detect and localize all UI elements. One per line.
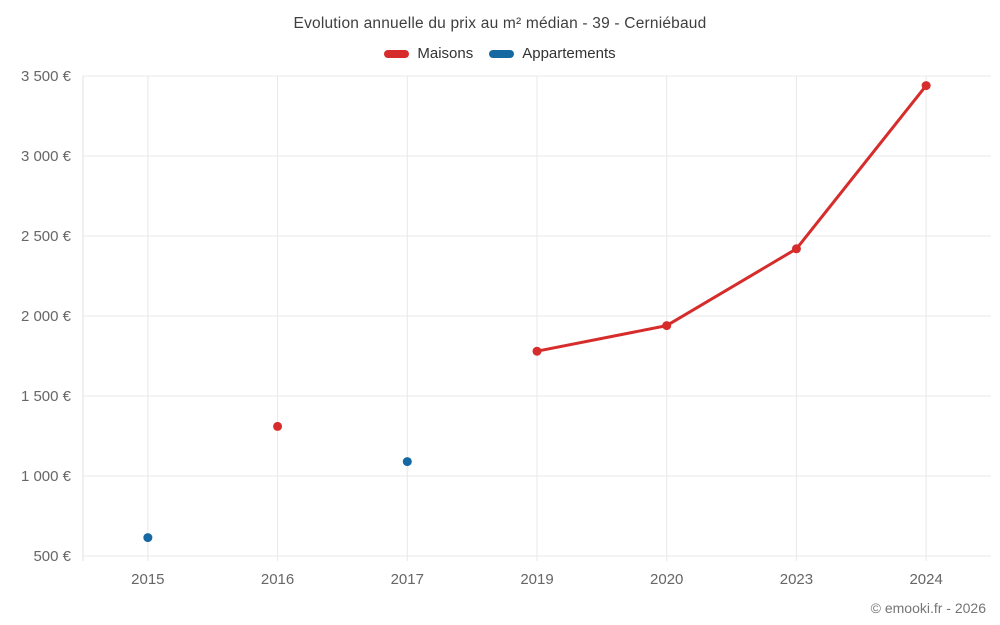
series-line-maisons	[535, 84, 928, 353]
x-axis-label: 2024	[909, 571, 942, 588]
y-axis-label: 1 500 €	[21, 388, 72, 405]
legend-item-maisons[interactable]: Maisons	[384, 45, 473, 62]
data-point-maisons[interactable]	[273, 421, 283, 431]
data-point-maisons[interactable]	[662, 321, 672, 331]
copyright-text: © emooki.fr - 2026	[870, 600, 986, 616]
data-point-maisons[interactable]	[791, 244, 801, 254]
y-axis-label: 1 000 €	[21, 468, 72, 485]
data-point-appartements[interactable]	[402, 457, 412, 467]
x-axis-label: 2016	[261, 571, 294, 588]
appartements-swatch-icon	[489, 49, 515, 58]
legend-item-appartements[interactable]: Appartements	[489, 45, 616, 62]
legend-label-maisons: Maisons	[417, 45, 474, 62]
y-axis-label: 500 €	[33, 548, 71, 565]
maisons-swatch-icon	[384, 49, 410, 58]
x-axis-label: 2017	[391, 571, 424, 588]
data-point-maisons[interactable]	[921, 81, 931, 91]
chart-title: Evolution annuelle du prix au m² médian …	[293, 15, 707, 32]
legend: Maisons Appartements	[0, 45, 1000, 62]
legend-label-appartements: Appartements	[522, 45, 616, 62]
x-axis-label: 2019	[520, 571, 553, 588]
x-axis-label: 2023	[780, 571, 813, 588]
data-point-maisons[interactable]	[532, 346, 542, 356]
y-axis-label: 2 500 €	[21, 228, 72, 245]
y-axis-label: 2 000 €	[21, 308, 72, 325]
x-axis-label: 2015	[131, 571, 164, 588]
y-axis-label: 3 000 €	[21, 148, 72, 165]
data-point-appartements[interactable]	[143, 533, 153, 543]
y-axis-label: 3 500 €	[21, 68, 72, 85]
x-axis-label: 2020	[650, 571, 683, 588]
